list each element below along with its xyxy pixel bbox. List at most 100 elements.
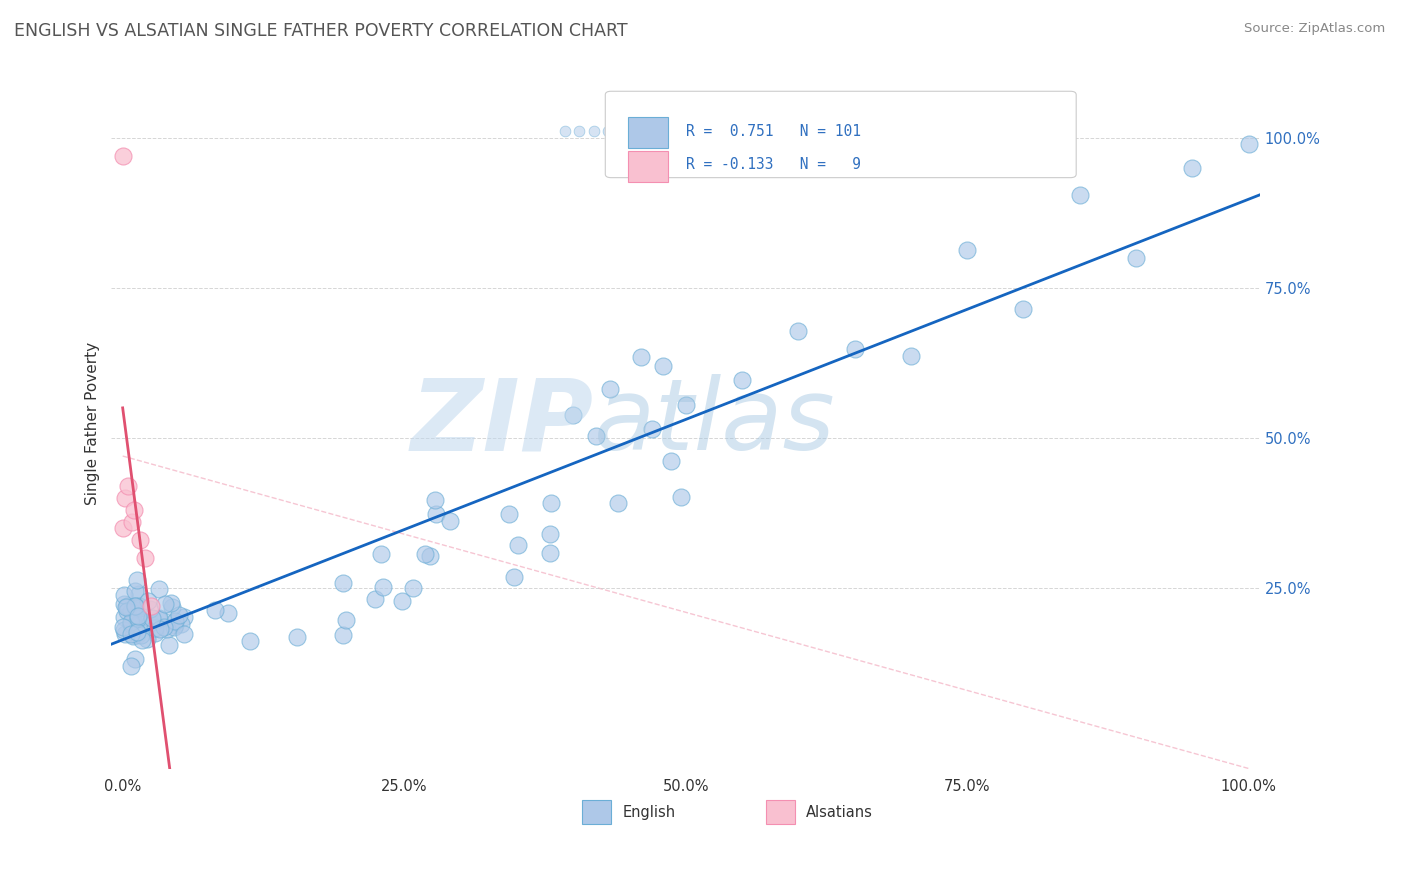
Point xyxy=(165,617,187,632)
Text: English: English xyxy=(623,805,676,820)
Point xyxy=(111,521,134,535)
Point xyxy=(124,584,146,599)
Point xyxy=(1181,161,1204,175)
Point xyxy=(503,570,526,584)
Point xyxy=(160,596,183,610)
Point xyxy=(557,178,579,192)
Point xyxy=(148,612,170,626)
Point xyxy=(239,633,262,648)
Point xyxy=(571,178,593,192)
Point xyxy=(585,178,607,192)
Point xyxy=(112,620,135,634)
Point xyxy=(120,627,142,641)
Point xyxy=(157,638,180,652)
Bar xyxy=(628,151,668,182)
Point xyxy=(128,587,150,601)
Point xyxy=(652,359,675,373)
Point xyxy=(156,622,179,636)
Point xyxy=(114,623,136,637)
Point xyxy=(900,349,922,363)
Point xyxy=(145,622,167,636)
Point xyxy=(146,611,169,625)
Point xyxy=(204,602,226,616)
Point xyxy=(419,549,441,563)
Point xyxy=(124,599,146,614)
Point xyxy=(787,324,810,338)
Point xyxy=(173,626,195,640)
Point xyxy=(112,597,135,611)
Text: atlas: atlas xyxy=(593,375,835,472)
Point xyxy=(138,615,160,630)
Point xyxy=(170,616,193,631)
Point xyxy=(120,604,142,618)
Point xyxy=(415,547,437,561)
Point xyxy=(599,382,621,396)
Point xyxy=(163,614,186,628)
Point xyxy=(135,632,157,646)
Point xyxy=(425,492,447,507)
Point xyxy=(131,632,153,647)
Point xyxy=(439,514,461,528)
Point xyxy=(630,350,652,364)
Point xyxy=(402,581,425,595)
Point xyxy=(129,610,152,624)
Point xyxy=(669,490,692,504)
Point xyxy=(731,373,754,387)
Point xyxy=(585,429,607,443)
Point xyxy=(117,599,139,614)
Point xyxy=(128,533,150,548)
Point xyxy=(167,608,190,623)
Point xyxy=(127,611,149,625)
Bar xyxy=(628,118,668,148)
Point xyxy=(138,602,160,616)
Point xyxy=(562,409,585,423)
Point xyxy=(120,659,142,673)
Point xyxy=(111,148,134,162)
Point xyxy=(373,580,395,594)
Point xyxy=(844,343,866,357)
Bar xyxy=(582,799,612,824)
Point xyxy=(127,610,149,624)
Point xyxy=(138,611,160,625)
Point xyxy=(217,606,239,620)
Point xyxy=(125,625,148,640)
FancyBboxPatch shape xyxy=(606,91,1076,178)
Point xyxy=(117,479,139,493)
Point xyxy=(148,582,170,597)
Point xyxy=(112,589,135,603)
Point xyxy=(148,611,170,625)
Point xyxy=(335,613,357,627)
Point xyxy=(538,526,561,541)
Point xyxy=(127,627,149,641)
Point xyxy=(139,599,162,614)
Point xyxy=(641,421,664,435)
Point xyxy=(124,652,146,666)
Y-axis label: Single Father Poverty: Single Father Poverty xyxy=(86,342,100,505)
Text: ZIP: ZIP xyxy=(411,375,593,472)
Text: Alsatians: Alsatians xyxy=(806,805,873,820)
Point xyxy=(613,178,636,192)
Point xyxy=(675,398,697,412)
Point xyxy=(1012,301,1035,316)
Point xyxy=(1237,136,1260,151)
Point xyxy=(153,620,176,634)
Point xyxy=(1069,188,1091,202)
Point xyxy=(112,609,135,624)
Point xyxy=(131,628,153,642)
Point xyxy=(1125,251,1147,265)
Point xyxy=(659,454,682,468)
Point xyxy=(163,620,186,634)
Point xyxy=(287,631,309,645)
Point xyxy=(506,539,529,553)
Point xyxy=(128,599,150,613)
Point xyxy=(117,604,139,618)
Point xyxy=(121,629,143,643)
Text: Source: ZipAtlas.com: Source: ZipAtlas.com xyxy=(1244,22,1385,36)
Text: R = -0.133   N =   9: R = -0.133 N = 9 xyxy=(686,157,860,172)
Point xyxy=(114,600,136,615)
Point xyxy=(160,599,183,614)
Point xyxy=(155,597,177,611)
Point xyxy=(134,551,156,566)
Point xyxy=(332,576,354,591)
Point xyxy=(163,615,186,629)
